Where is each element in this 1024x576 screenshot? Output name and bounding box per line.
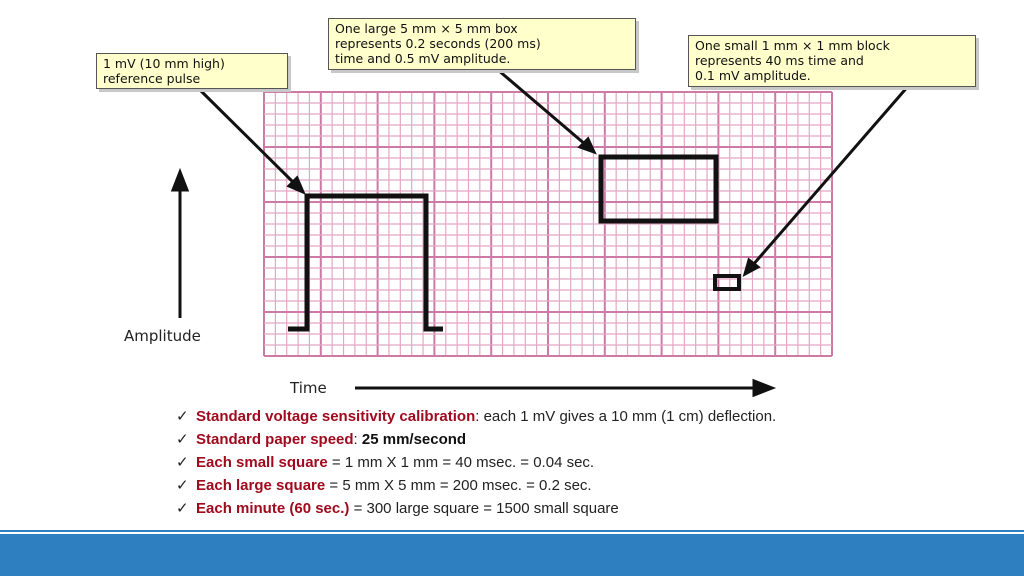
bullet-term: Standard voltage sensitivity calibration <box>196 408 476 425</box>
bullet-term: Standard paper speed <box>196 431 354 448</box>
time-axis-label: Time <box>290 379 327 397</box>
pointer-arrow-reference <box>196 86 298 187</box>
bullet-text: each 1 mV gives a 10 mm (1 cm) deflectio… <box>479 408 777 425</box>
footer-bar <box>0 534 1024 576</box>
bullet-bold-value: 25 mm/second <box>361 431 467 448</box>
bullet-separator: : <box>475 408 480 425</box>
list-item: ✓ Each small square = 1 mm X 1 mm = 40 ms… <box>176 451 776 474</box>
large-box-callout: One large 5 mm × 5 mm box represents 0.2… <box>328 18 636 70</box>
small-block-example <box>713 274 741 291</box>
checkmark-icon: ✓ <box>176 431 189 448</box>
checkmark-icon: ✓ <box>176 500 189 517</box>
bullet-text: = 5 mm X 5 mm = 200 msec. = 0.2 sec. <box>325 477 592 494</box>
bullet-text: = 300 large square = 1500 small square <box>349 500 619 517</box>
amplitude-axis-label: Amplitude <box>124 327 201 345</box>
bullet-term: Each large square <box>196 477 326 494</box>
list-item: ✓ Each large square = 5 mm X 5 mm = 200 m… <box>176 474 776 497</box>
reference-pulse <box>288 193 443 332</box>
key-facts-list: ✓ Standard voltage sensitivity calibratio… <box>176 405 776 520</box>
small-block-callout: One small 1 mm × 1 mm block represents 4… <box>688 35 976 87</box>
list-item: ✓ Standard voltage sensitivity calibratio… <box>176 405 776 428</box>
bullet-text: = 1 mm X 1 mm = 40 msec. = 0.04 sec. <box>327 454 595 471</box>
checkmark-icon: ✓ <box>176 477 189 494</box>
footer-divider <box>0 530 1024 532</box>
pointer-arrow-large-box <box>497 68 587 147</box>
large-box-example <box>598 154 719 224</box>
list-item: ✓ Each minute (60 sec.) = 300 large squar… <box>176 497 776 520</box>
pointer-arrow-small-block <box>750 83 912 267</box>
bullet-term: Each small square <box>196 454 328 471</box>
reference-pulse-callout: 1 mV (10 mm high) reference pulse <box>96 53 288 89</box>
ecg-grid <box>263 91 833 357</box>
checkmark-icon: ✓ <box>176 408 189 425</box>
bullet-separator: : <box>353 431 362 448</box>
list-item: ✓ Standard paper speed: 25 mm/second <box>176 428 776 451</box>
bullet-term: Each minute (60 sec.) <box>196 500 350 517</box>
checkmark-icon: ✓ <box>176 454 189 471</box>
